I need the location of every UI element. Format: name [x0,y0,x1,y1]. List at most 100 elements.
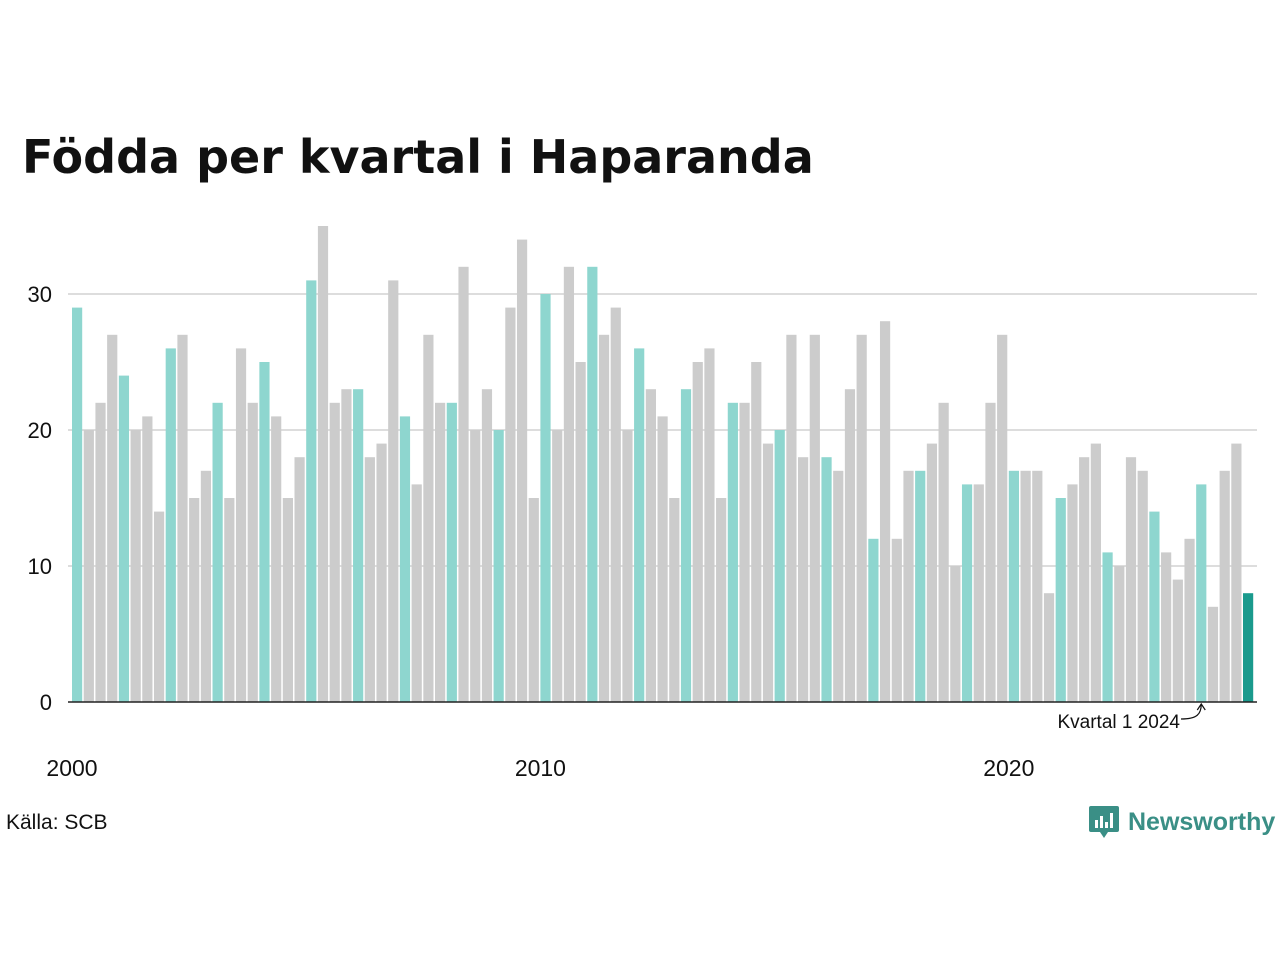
bar [282,498,293,702]
bar [1243,593,1254,702]
bar [716,498,727,702]
bar [833,470,844,702]
y-tick-label: 20 [28,418,52,443]
bar [634,348,645,702]
annotation-arrowhead [1196,702,1206,711]
bar [200,470,212,702]
bar [1231,443,1242,702]
logo-text: Newsworthy [1128,807,1276,836]
bar [587,266,598,702]
bar [552,430,563,702]
bar [950,566,961,702]
bar [739,402,750,702]
bar [212,402,223,702]
bar [142,416,153,702]
bar [481,389,493,702]
bar [177,334,188,702]
bar [516,239,528,702]
bar [235,348,247,702]
source-note: Källa: SCB [6,811,108,834]
bar [1184,538,1195,702]
bar [470,430,481,702]
bar [973,484,984,702]
bar [1196,484,1207,702]
bar [1207,606,1219,702]
newsworthy-logo: Newsworthy [1088,804,1275,840]
bar [388,280,399,702]
x-tick-label: 2000 [46,755,97,781]
bar [657,416,668,702]
bar [130,430,141,702]
bar [165,348,176,702]
bar [376,443,387,702]
bar [505,307,516,702]
bar [1219,470,1230,702]
bar [458,266,469,702]
bar [903,470,914,702]
chart-title: Födda per kvartal i Haparanda [22,130,814,184]
bar [1067,484,1078,702]
bar [540,294,551,702]
bar [1020,470,1031,702]
bar [751,362,762,702]
bar [1149,511,1160,702]
bars [72,226,1254,702]
bar [680,389,692,702]
bar [938,402,949,702]
bar [879,321,891,702]
bar [224,498,235,702]
bar [294,457,305,702]
bar [798,457,809,702]
bar [423,334,434,702]
bar [95,402,106,702]
bar [915,470,926,702]
bar [821,457,832,702]
bar [727,402,738,702]
bar [83,430,94,702]
x-axis-ticks: 2000 2010 2020 [46,755,1034,781]
bar [704,348,715,702]
bar [411,484,422,702]
bar [317,226,329,702]
bar [645,389,656,702]
x-tick-label: 2020 [983,755,1034,781]
bar [153,511,165,702]
bar [1114,566,1125,702]
y-tick-label: 10 [28,554,52,579]
bar [259,362,270,702]
bar [1172,579,1183,702]
bar [997,334,1008,702]
annotation-arrow [1180,703,1202,720]
bar [118,375,130,702]
bar [868,538,879,702]
bar [575,362,586,702]
bar [985,402,996,702]
x-tick-label: 2010 [515,755,566,781]
bar [1125,457,1137,702]
annotation-text: Kvartal 1 2024 [1057,712,1180,733]
bar [446,402,457,702]
bar [1055,498,1066,702]
bar [961,484,973,702]
y-tick-label: 0 [40,690,52,715]
bar [528,498,539,702]
y-tick-label: 30 [28,282,52,307]
bar [353,389,364,702]
y-axis-ticks: 0 10 20 30 [28,282,52,715]
bar [1079,457,1090,702]
bar [844,389,856,702]
bar [306,280,317,702]
bar [891,538,902,702]
bar [1032,470,1043,702]
bar [493,430,504,702]
bar [247,402,258,702]
bar [598,334,610,702]
bar [926,443,938,702]
bar [1161,552,1172,702]
bar [809,334,820,702]
bar [786,334,797,702]
bar [1043,593,1055,702]
bar [107,334,118,702]
bar [1137,470,1148,702]
